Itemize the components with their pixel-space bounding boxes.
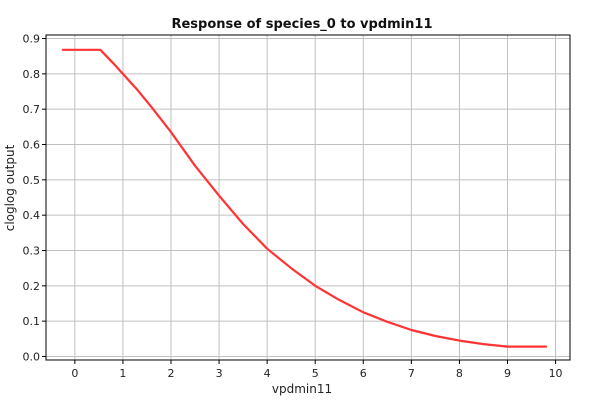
y-tick-label: 0.6 <box>23 139 41 152</box>
x-axis-label: vpdmin11 <box>272 382 332 396</box>
y-tick-label: 0.0 <box>23 350 41 363</box>
plot-area-border <box>45 34 571 361</box>
y-tick-label: 0.2 <box>23 280 41 293</box>
chart-title: Response of species_0 to vpdmin11 <box>171 17 432 32</box>
grid-layer <box>46 35 570 360</box>
x-tick-label: 1 <box>119 367 126 380</box>
y-axis-label: cloglog output <box>3 144 17 231</box>
x-tick-label: 6 <box>360 367 367 380</box>
x-tick-label: 7 <box>408 367 415 380</box>
tick-layer: 0 1 2 3 4 5 6 7 8 9 10 0.0 0.1 0.2 0.3 0.4 0.5 0.6 0.7 0.8 0… <box>23 33 563 380</box>
y-tick-label: 0.9 <box>23 33 41 46</box>
x-tick-label: 10 <box>549 367 563 380</box>
x-tick-label: 0 <box>71 367 78 380</box>
y-tick-label: 0.8 <box>23 68 41 81</box>
x-tick-label: 3 <box>216 367 223 380</box>
response-curve-line <box>61 48 548 348</box>
y-tick-label: 0.1 <box>23 315 41 328</box>
x-tick-label: 2 <box>167 367 174 380</box>
series-layer <box>61 48 548 348</box>
y-tick-label: 0.7 <box>23 103 41 116</box>
y-tick-label: 0.5 <box>23 174 41 187</box>
x-tick-label: 9 <box>504 367 511 380</box>
x-tick-label: 4 <box>264 367 271 380</box>
x-tick-label: 5 <box>312 367 319 380</box>
y-tick-label: 0.3 <box>23 244 41 257</box>
y-tick-label: 0.4 <box>23 209 41 222</box>
x-tick-label: 8 <box>456 367 463 380</box>
